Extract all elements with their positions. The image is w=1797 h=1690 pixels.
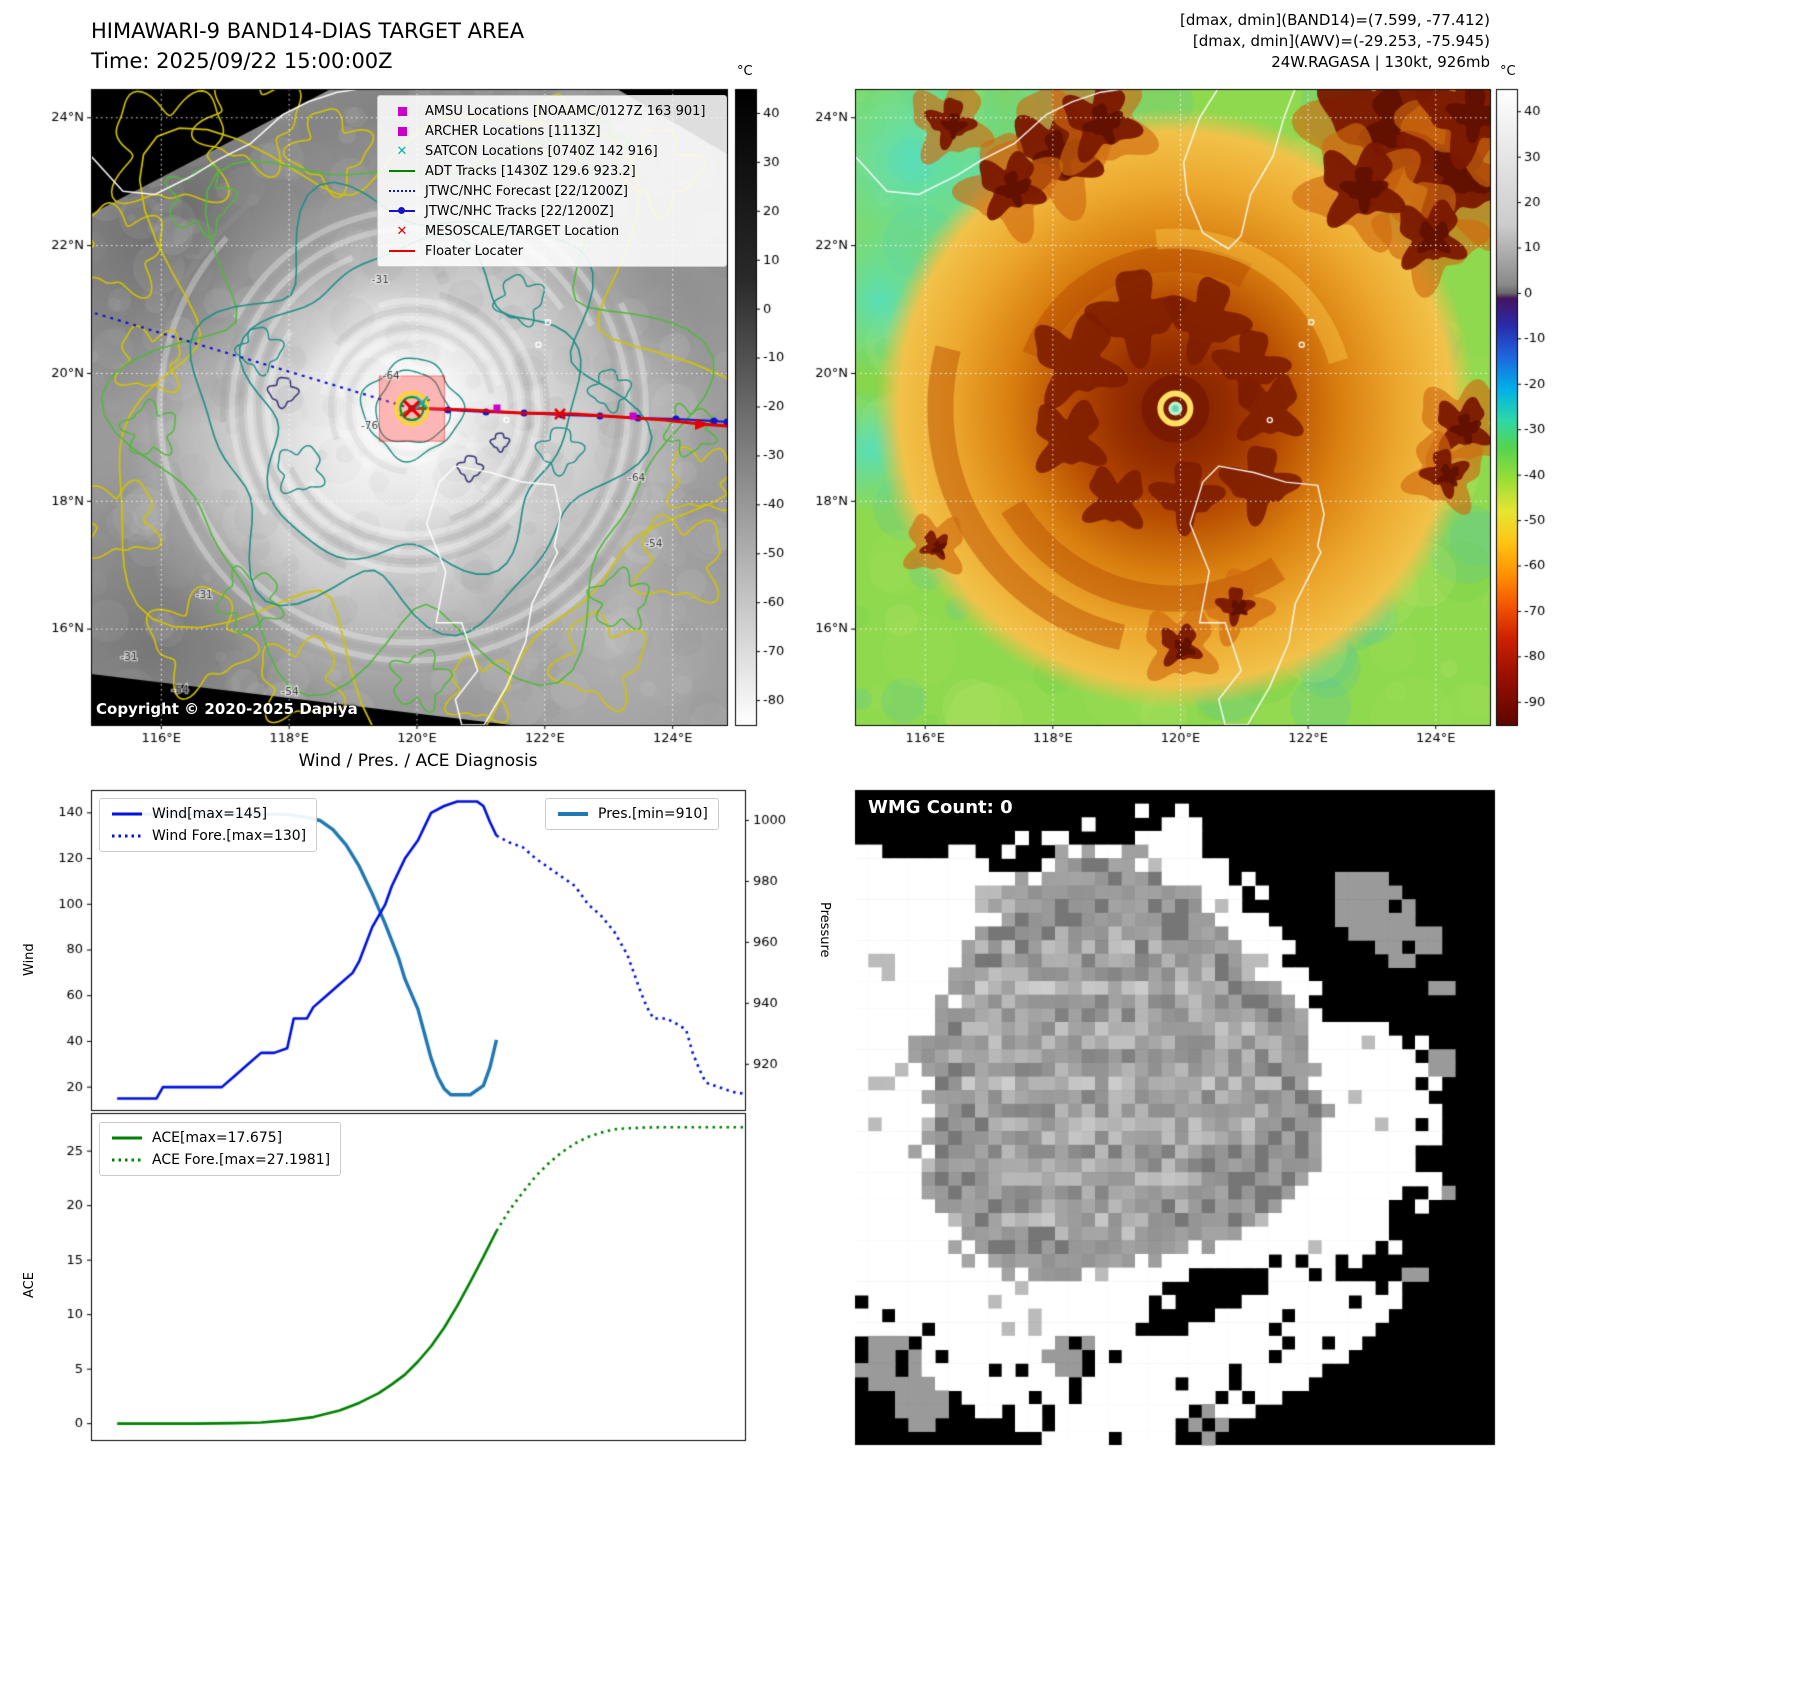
legend-label: Floater Locater: [425, 243, 524, 259]
legend-label: AMSU Locations [NOAAMC/0127Z 163 901]: [425, 103, 706, 119]
wind-legend: Wind[max=145] Wind Fore.[max=130]: [99, 798, 318, 852]
legend-line-icon: [385, 170, 419, 172]
map-legend-item: AMSU Locations [NOAAMC/0127Z 163 901]: [385, 101, 719, 121]
map-legend-item: JTWC/NHC Tracks [22/1200Z]: [385, 201, 719, 221]
legend-label: SATCON Locations [0740Z 142 916]: [425, 143, 658, 159]
legend-label: MESOSCALE/TARGET Location: [425, 223, 620, 239]
band14-copyright: Copyright © 2020-2025 Dapiya: [96, 700, 358, 718]
map-legend-item: ✕ SATCON Locations [0740Z 142 916]: [385, 141, 719, 161]
wind-legend-item: Wind[max=145]: [110, 803, 306, 825]
legend-square-icon: [385, 106, 419, 116]
map-legend-item: JTWC/NHC Forecast [22/1200Z]: [385, 181, 719, 201]
wmg-count-label: WMG Count: 0: [868, 797, 1013, 818]
map-legend-item: ✕ MESOSCALE/TARGET Location: [385, 221, 719, 241]
map-legend-item: Floater Locater: [385, 241, 719, 261]
ace-legend-label: ACE[max=17.675]: [152, 1130, 283, 1146]
awv-dmax-band14-line: [dmax, dmin](BAND14)=(7.599, -77.412): [1179, 11, 1490, 29]
awv-dmax-awv-line: [dmax, dmin](AWV)=(-29.253, -75.945): [1192, 32, 1490, 50]
legend-label: JTWC/NHC Forecast [22/1200Z]: [425, 183, 628, 199]
pressure-legend-label: Pres.[min=910]: [598, 806, 708, 822]
legend-square-icon: [385, 126, 419, 136]
band14-legend: AMSU Locations [NOAAMC/0127Z 163 901] ARC…: [377, 95, 727, 267]
awv-storm-info-line: 24W.RAGASA | 130kt, 926mb: [1271, 53, 1490, 71]
legend-label: ADT Tracks [1430Z 129.6 923.2]: [425, 163, 636, 179]
legend-x-icon: ✕: [396, 143, 408, 159]
wind-series-swatch-icon: [112, 812, 142, 816]
map-legend-item: ADT Tracks [1430Z 129.6 923.2]: [385, 161, 719, 181]
ace-forecast-swatch-icon: [112, 1158, 142, 1162]
band14-time: Time: 2025/09/22 15:00:00Z: [91, 49, 393, 73]
ace-fore-legend-item: ACE Fore.[max=27.1981]: [110, 1149, 330, 1171]
wind-fore-legend-item: Wind Fore.[max=130]: [110, 825, 306, 847]
wind-axis-label: Wind: [22, 943, 37, 976]
charts-title: Wind / Pres. / ACE Diagnosis: [298, 751, 538, 771]
legend-dotted-icon: [385, 190, 419, 192]
awv-colorbar-unit: °C: [1500, 64, 1516, 79]
map-legend-item: ARCHER Locations [1113Z]: [385, 121, 719, 141]
pressure-series-swatch-icon: [558, 812, 588, 816]
ace-legend-item: ACE[max=17.675]: [110, 1127, 330, 1149]
awv-header: [dmax, dmin](BAND14)=(7.599, -77.412) [d…: [1180, 10, 1490, 73]
ace-fore-legend-label: ACE Fore.[max=27.1981]: [152, 1152, 331, 1168]
pressure-axis-label: Pressure: [817, 902, 832, 958]
wind-fore-legend-label: Wind Fore.[max=130]: [152, 828, 307, 844]
wind-legend-label: Wind[max=145]: [152, 806, 268, 822]
band14-title-block: HIMAWARI-9 BAND14-DIAS TARGET AREA Time:…: [91, 16, 524, 76]
legend-line-dot-icon: [385, 207, 419, 214]
legend-label: JTWC/NHC Tracks [22/1200Z]: [425, 203, 614, 219]
legend-line-icon: [385, 250, 419, 252]
pressure-legend-item: Pres.[min=910]: [556, 803, 708, 825]
legend-x-icon: ✕: [396, 223, 408, 239]
legend-label: ARCHER Locations [1113Z]: [425, 123, 601, 139]
ace-legend: ACE[max=17.675] ACE Fore.[max=27.1981]: [99, 1122, 342, 1176]
ace-axis-label: ACE: [22, 1272, 37, 1298]
band14-title: HIMAWARI-9 BAND14-DIAS TARGET AREA: [91, 19, 525, 43]
band14-colorbar-unit: °C: [737, 64, 753, 79]
wind-forecast-swatch-icon: [112, 834, 142, 838]
pressure-legend: Pres.[min=910]: [545, 798, 719, 830]
ace-series-swatch-icon: [112, 1136, 142, 1140]
